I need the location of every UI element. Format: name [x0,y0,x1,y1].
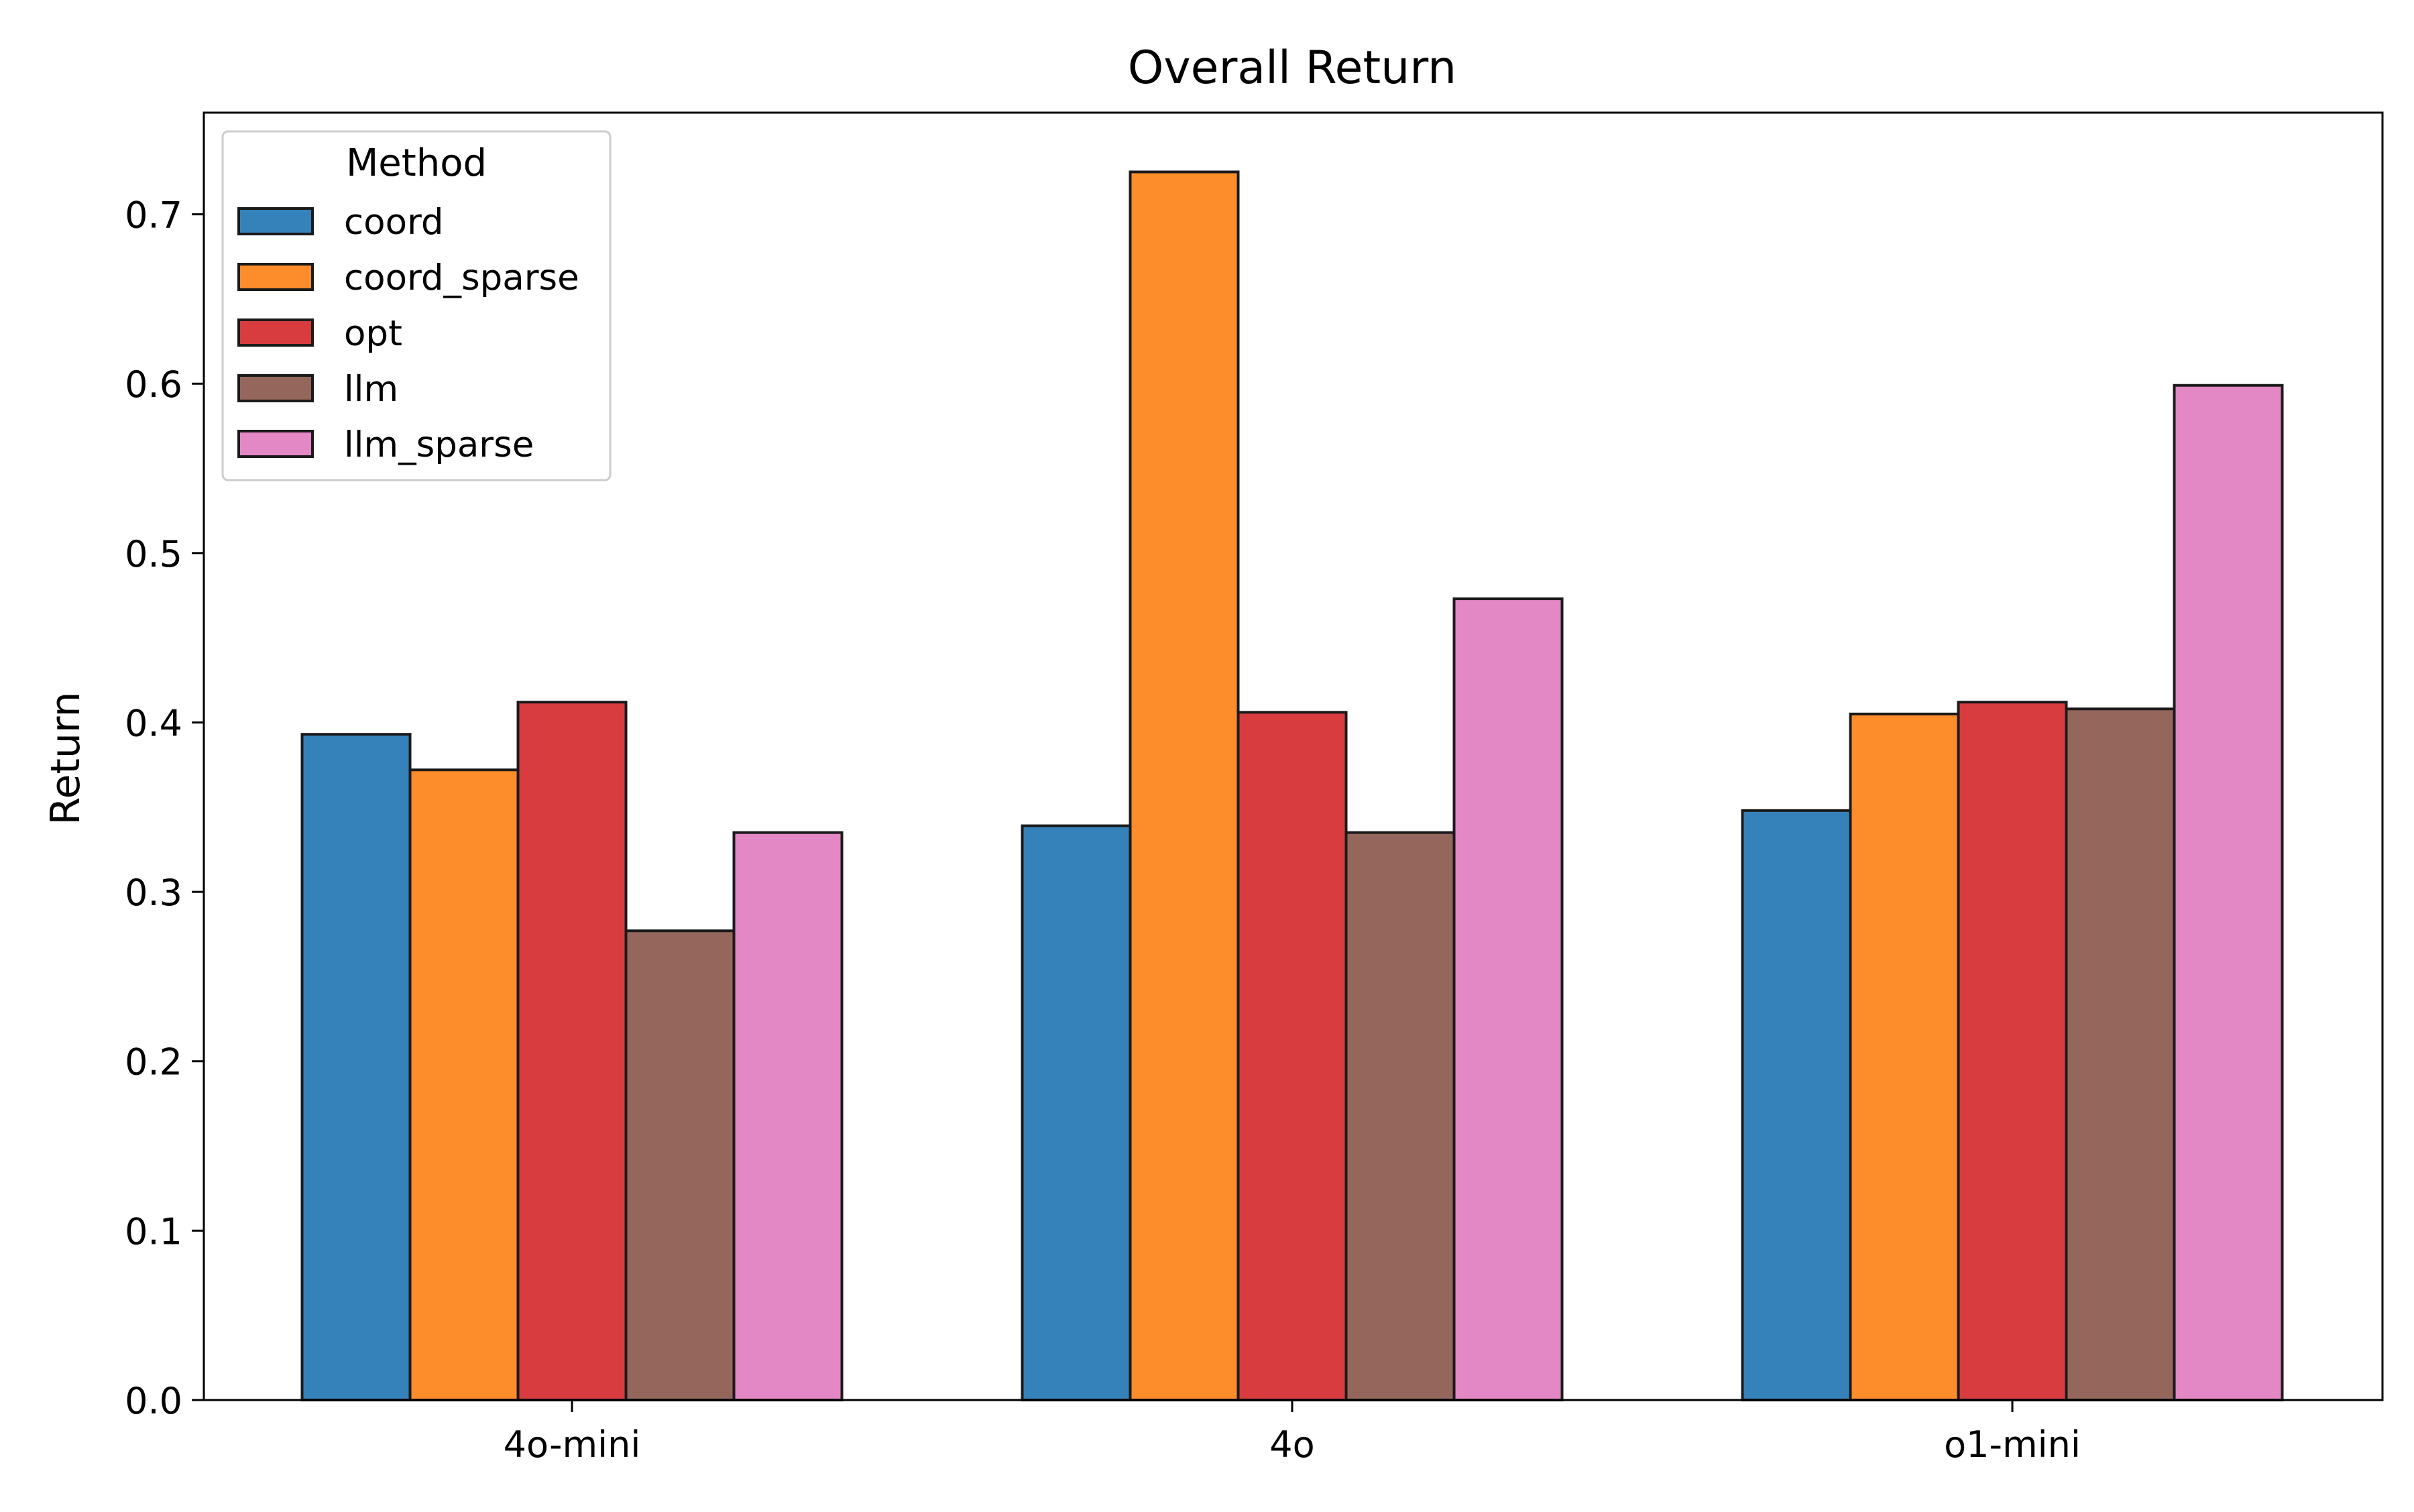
bar-coord_sparse-o1-mini [1849,712,1960,1402]
y-tick-label: 0.6 [125,363,182,406]
legend-swatch-opt [237,318,314,347]
legend-title: Method [346,141,487,185]
bar-llm-4o-mini [624,929,736,1402]
y-tick-label: 0.7 [125,194,182,237]
x-tick-label: o1-mini [1944,1423,2081,1466]
legend-label-coord_sparse: coord_sparse [344,257,579,298]
y-tick-label: 0.3 [125,872,182,914]
bars-layer [300,170,2284,1402]
bar-opt-4o-mini [516,701,628,1401]
legend-swatch-coord_sparse [237,263,314,291]
legend-frame [221,130,612,481]
bar-llm_sparse-o1-mini [2173,384,2284,1401]
x-tick-label: 4o [1269,1423,1314,1466]
chart-title: Overall Return [1128,42,1456,95]
x-tick-label: 4o-mini [504,1423,641,1466]
y-axis-label: Return [42,691,89,825]
bar-coord_sparse-4o [1129,170,1240,1402]
bar-coord-o1-mini [1741,809,1852,1402]
bar-coord-4o-mini [300,733,412,1401]
legend-swatch-llm [237,374,314,402]
bar-coord-4o [1021,824,1132,1402]
legend-swatch-coord [237,207,314,235]
bar-opt-4o [1237,711,1348,1401]
y-tick-label: 0.5 [125,533,182,575]
legend-label-coord: coord [344,202,444,243]
bar-llm_sparse-4o [1452,597,1564,1401]
y-tick-label: 0.4 [125,702,182,744]
bar-coord_sparse-4o-mini [408,768,520,1402]
legend-label-llm: llm [344,369,398,410]
axes-layer: 0.0 0.1 0.2 0.3 0.4 0.5 0.6 0.7 4o-mini 4o o1-mini [125,111,2384,1466]
y-tick-label: 0.1 [125,1210,182,1253]
bar-llm_sparse-4o-mini [732,831,844,1401]
legend-label-llm_sparse: llm_sparse [344,424,534,465]
legend-label-opt: opt [344,313,402,354]
y-tick-label: 0.2 [125,1041,182,1084]
legend-swatch-llm_sparse [237,430,314,458]
bar-llm-o1-mini [2065,707,2176,1401]
y-tick-label: 0.0 [125,1380,182,1422]
bar-opt-o1-mini [1957,701,2068,1401]
bar-llm-4o [1344,831,1456,1401]
